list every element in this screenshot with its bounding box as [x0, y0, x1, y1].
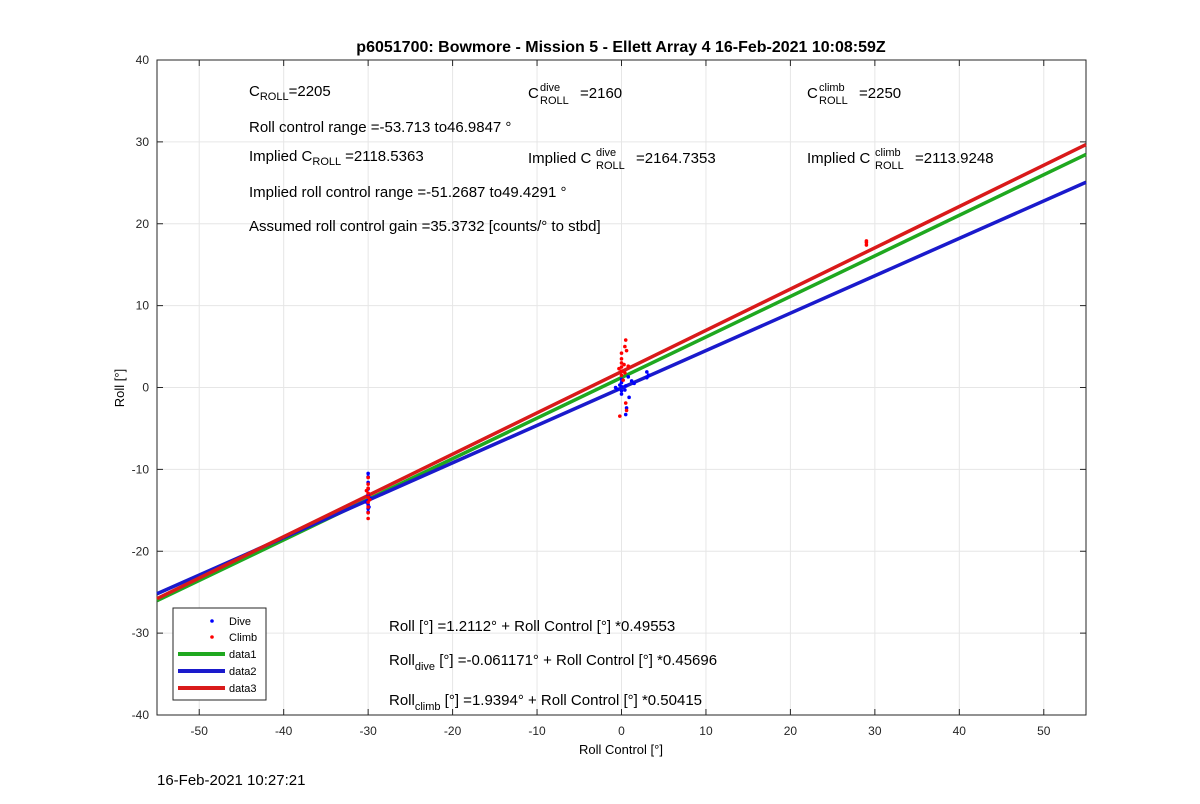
x-tick-label: -10 [528, 724, 546, 738]
y-tick-label: 0 [142, 381, 149, 395]
annotation-implied-climb-value: =2113.9248 [915, 150, 994, 167]
y-tick-label: 10 [136, 299, 150, 313]
annotation-fit-dive: Rolldive [°] =-0.061171° + Roll Control … [389, 652, 717, 673]
dive-point [613, 385, 618, 390]
climb-point [626, 364, 631, 369]
climb-point [366, 475, 370, 480]
annotation-fit-climb: Rollclimb [°] =1.9394° + Roll Control [°… [389, 692, 702, 713]
climb-point [623, 370, 627, 375]
y-axis-label: Roll [°] [112, 369, 127, 407]
dive-point [619, 392, 624, 396]
legend-marker-dive [210, 619, 214, 623]
x-tick-label: 30 [868, 724, 882, 738]
climb-point [623, 344, 627, 349]
climb-point [366, 505, 370, 509]
climb-point [623, 338, 628, 342]
tick-marks [157, 59, 1086, 716]
legend-label-data1: data1 [229, 649, 257, 661]
annotation-implied-c-roll: Implied CROLL =2118.5363 [249, 148, 424, 168]
legend-label-dive: Dive [229, 616, 251, 628]
climb-point [368, 497, 372, 502]
y-tick-label: -20 [132, 544, 150, 558]
dive-point [632, 381, 636, 386]
x-tick-label: 20 [784, 724, 798, 738]
climb-point [366, 516, 370, 521]
tick-labels: -50 -40 -30 -20 -10 0 10 20 30 40 50 -40 -30 -20 -10 0 1… [132, 53, 1051, 738]
annotation-implied-climb-sub: ROLL [875, 160, 904, 172]
climb-point [619, 369, 624, 373]
annotation-implied-c-roll-climb: Implied C [807, 150, 871, 167]
climb-point [618, 414, 622, 418]
annotation-c-roll-dive: C [528, 85, 539, 102]
dive-point [619, 388, 624, 393]
x-tick-label: 50 [1037, 724, 1051, 738]
climb-point [621, 378, 625, 382]
annotation-fit-all: Roll [°] =1.2112° + Roll Control [°] *0.… [389, 618, 675, 635]
legend-marker-climb [210, 635, 214, 639]
climb-point [366, 510, 370, 515]
climb-point [864, 239, 869, 243]
annotation-c-roll: CROLL=2205 [249, 83, 331, 103]
dive-point [623, 384, 628, 388]
annotation-implied-dive-sub: ROLL [596, 160, 625, 172]
y-tick-label: 40 [136, 53, 150, 67]
legend-label-climb: Climb [229, 632, 257, 644]
climb-point [619, 351, 624, 355]
x-tick-label: -30 [359, 724, 377, 738]
footer-timestamp: 16-Feb-2021 10:27:21 [157, 772, 306, 789]
climb-point [624, 408, 629, 413]
climb-point [619, 373, 624, 378]
annotation-implied-range: Implied roll control range =-51.2687 to4… [249, 184, 566, 201]
annotation-c-roll-dive-sub: ROLL [540, 95, 569, 107]
climb-point [364, 488, 369, 493]
legend-label-data2: data2 [229, 666, 257, 678]
annotation-implied-c-roll-dive: Implied C [528, 150, 592, 167]
y-tick-label: 20 [136, 217, 150, 231]
dive-point [626, 375, 631, 379]
climb-point [619, 357, 624, 361]
legend-label-data3: data3 [229, 683, 257, 695]
legend: Dive Climb data1 data2 data3 [172, 607, 267, 701]
climb-point [622, 362, 626, 367]
annotation-roll-control-range: Roll control range =-53.713 to46.9847 ° [249, 119, 511, 136]
dive-point [627, 395, 631, 400]
annotation-c-roll-dive-sup: dive [540, 82, 560, 94]
dive-point [366, 471, 370, 476]
x-tick-label: 40 [953, 724, 967, 738]
annotation-c-roll-climb: C [807, 85, 818, 102]
climb-point [623, 401, 628, 405]
climb-point [624, 348, 629, 353]
y-tick-label: 30 [136, 135, 150, 149]
annotations: CROLL=2205 C dive ROLL =2160 C climb ROL… [249, 82, 994, 713]
annotation-c-roll-climb-sup: climb [819, 82, 845, 94]
annotation-implied-dive-value: =2164.7353 [636, 150, 716, 167]
x-tick-label: 0 [618, 724, 625, 738]
y-tick-label: -40 [132, 708, 150, 722]
annotation-c-roll-climb-value: =2250 [859, 85, 901, 102]
annotation-implied-dive-sup: dive [596, 147, 616, 159]
annotation-c-roll-dive-value: =2160 [580, 85, 622, 102]
climb-point [617, 366, 621, 371]
x-tick-label: -40 [275, 724, 293, 738]
chart-title: p6051700: Bowmore - Mission 5 - Ellett A… [356, 39, 886, 56]
dive-point [629, 379, 634, 383]
x-axis-label: Roll Control [°] [579, 742, 663, 757]
annotation-c-roll-climb-sub: ROLL [819, 95, 848, 107]
annotation-implied-climb-sup: climb [875, 147, 901, 159]
x-tick-label: -50 [191, 724, 209, 738]
climb-point [366, 482, 370, 486]
dive-point [618, 383, 622, 387]
dive-point [623, 412, 628, 417]
y-tick-label: -10 [132, 462, 150, 476]
x-tick-label: 10 [699, 724, 713, 738]
annotation-assumed-gain: Assumed roll control gain =35.3732 [coun… [249, 218, 601, 235]
x-tick-label: -20 [444, 724, 462, 738]
dive-point [623, 388, 627, 392]
plot-area [156, 143, 1087, 603]
dive-point [645, 370, 649, 374]
dive-point [646, 373, 651, 378]
y-tick-label: -30 [132, 626, 150, 640]
